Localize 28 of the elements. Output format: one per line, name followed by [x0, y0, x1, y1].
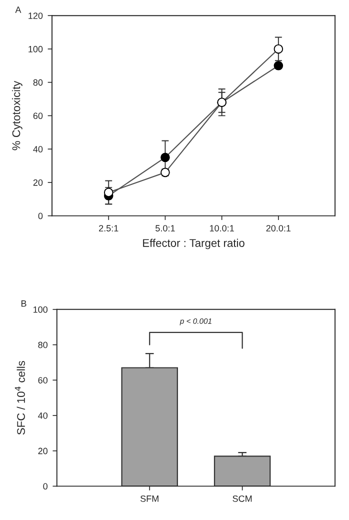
x-tick-label: 10.0:1: [210, 225, 234, 232]
chart-title: A: [15, 6, 22, 13]
y-tick-label: 0: [43, 483, 48, 490]
point: [274, 61, 284, 70]
y-tick-label: 40: [38, 412, 48, 419]
y-tick-label: 100: [33, 306, 48, 313]
y-tick-label: 20: [33, 179, 43, 186]
y-tick-label: 60: [38, 377, 48, 384]
x-tick-label: SFM: [140, 495, 158, 502]
point: [274, 44, 284, 54]
y-axis-title: % Cytotoxicity: [12, 80, 22, 150]
y-tick-label: 40: [33, 146, 43, 152]
y-tick-label: 120: [28, 12, 43, 19]
y-tick-label: 60: [33, 112, 43, 120]
y-tick-label: 20: [38, 448, 48, 454]
x-tick-label: 5.0:1: [156, 225, 175, 232]
y-tick-label: 80: [38, 342, 48, 348]
x-axis-title: Effector : Target ratio: [143, 238, 244, 250]
x-tick-label: SCM: [232, 495, 252, 502]
point: [104, 188, 114, 198]
chart-title: B: [21, 300, 26, 307]
point: [160, 152, 170, 162]
x-tick-label: 2.5:1: [99, 225, 118, 232]
y-axis-title: SFC / 10$^{4}$ cells: [14, 360, 25, 435]
x-tick-label: 20.0:1: [266, 225, 291, 232]
y-tick-label: 0: [38, 212, 43, 220]
y-tick-label: 100: [28, 46, 43, 52]
y-tick-label: 80: [33, 79, 43, 86]
